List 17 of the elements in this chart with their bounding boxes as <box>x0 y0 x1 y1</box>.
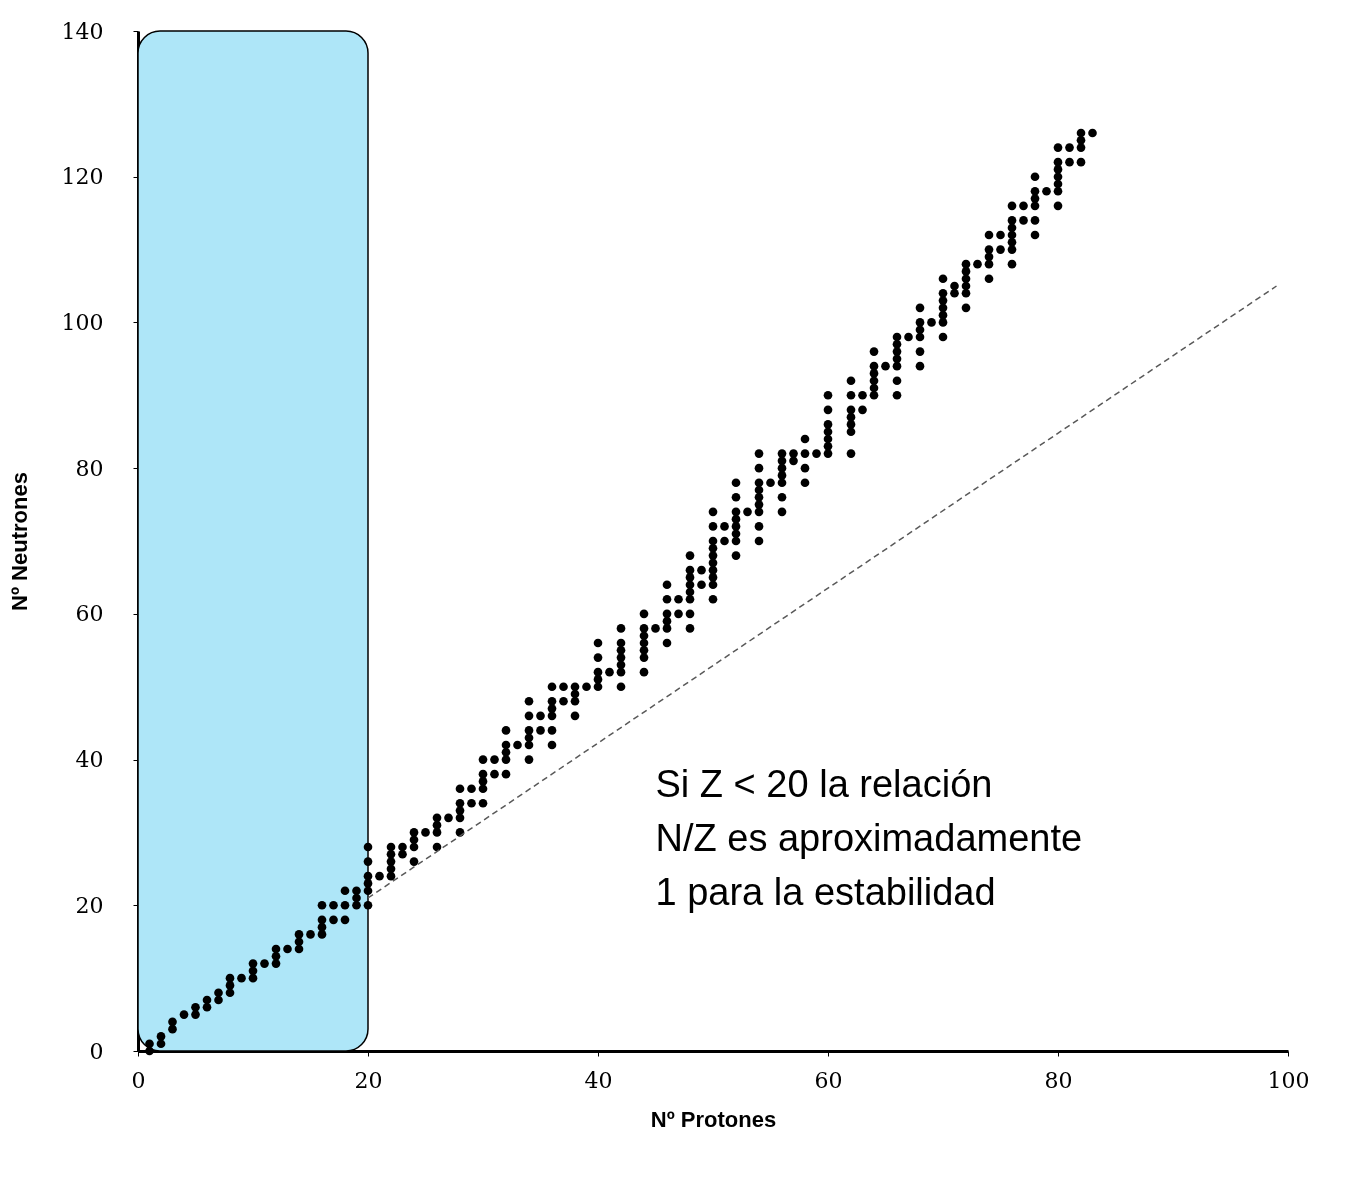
x-tick-label: 60 <box>814 1067 843 1093</box>
x-axis-title: Nº Protones <box>650 1106 777 1132</box>
y-axis-title: Nº Neutrones <box>6 472 32 611</box>
x-tick-label: 20 <box>354 1067 383 1093</box>
y-tick-label: 0 <box>89 1038 104 1064</box>
annotation: Si Z < 20 la relación N/Z es aproximadamente 1 para la estabilidad <box>655 762 1083 913</box>
x-tick-label: 80 <box>1044 1067 1073 1093</box>
x-tick-label: 100 <box>1267 1067 1310 1093</box>
y-tick-label: 40 <box>75 747 104 773</box>
y-tick-label: 100 <box>61 309 104 335</box>
y-tick-label: 60 <box>75 601 104 627</box>
x-tick-label: 0 <box>131 1067 146 1093</box>
y-tick-label: 120 <box>61 164 104 190</box>
x-tick-label: 40 <box>584 1067 613 1093</box>
y-tick-label: 80 <box>75 455 104 481</box>
y-tick-label: 20 <box>75 892 104 918</box>
y-tick-label: 140 <box>61 18 104 44</box>
